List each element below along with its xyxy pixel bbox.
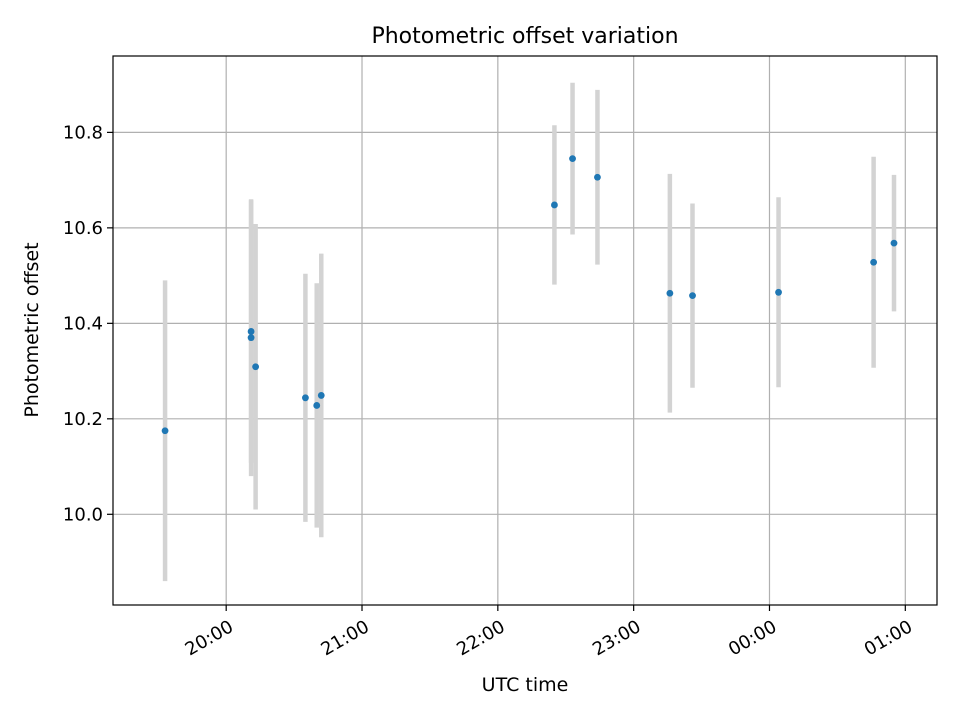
y-tick-label: 10.0: [63, 504, 103, 525]
y-tick-label: 10.4: [63, 313, 103, 334]
data-point: [594, 173, 601, 181]
data-point: [252, 363, 260, 371]
data-point: [247, 328, 255, 335]
data-point: [302, 394, 309, 402]
grid: [113, 56, 937, 605]
data-point: [569, 155, 576, 163]
chart-title: Photometric offset variation: [371, 24, 678, 49]
data-point: [551, 201, 558, 209]
data-point: [666, 289, 674, 297]
y-tick-label: 10.8: [63, 122, 103, 143]
data-points: [161, 155, 898, 435]
data-point: [890, 239, 898, 247]
x-axis-label: UTC time: [482, 674, 569, 696]
data-point: [317, 392, 325, 399]
plot-frame: [112, 55, 938, 606]
data-point: [161, 427, 169, 435]
data-point: [775, 288, 782, 296]
data-point: [870, 258, 878, 266]
y-tick-label: 10.2: [63, 409, 103, 430]
data-point: [247, 334, 255, 342]
data-point: [313, 402, 321, 409]
y-tick-label: 10.6: [63, 218, 103, 239]
y-axis-label: Photometric offset: [21, 242, 43, 417]
data-point: [689, 292, 696, 300]
